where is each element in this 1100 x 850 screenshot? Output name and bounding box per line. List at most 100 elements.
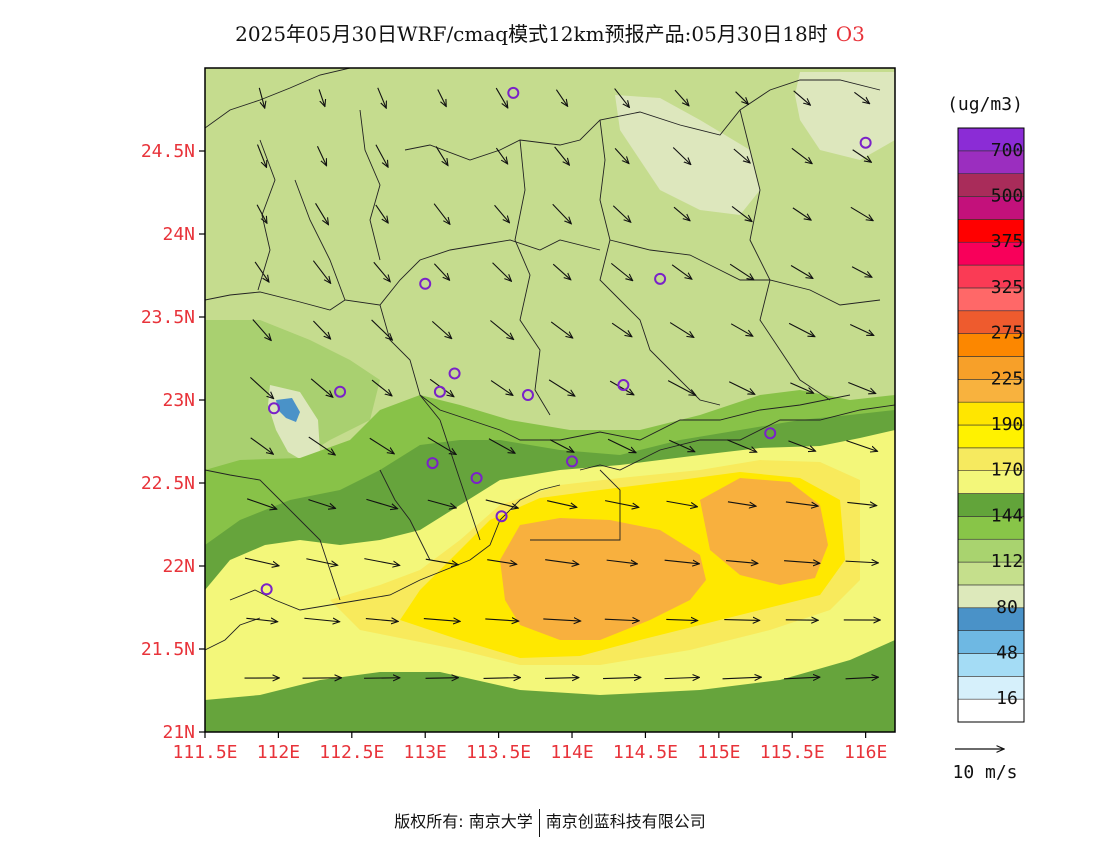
copyright-text: 版权所有: 南京大学 [394,812,533,831]
wind-arrow [490,320,513,340]
wind-arrow [611,322,632,337]
wind-arrow [437,89,446,106]
wind-arrow [483,678,521,679]
station-marker [764,427,777,440]
wind-arrow [731,206,752,221]
colorbar-swatches [957,127,1025,723]
wind-arrow [854,91,869,103]
lon-tick-label: 112E [257,742,300,763]
wind-arrow [673,206,690,221]
wind-arrow [614,88,630,108]
wind-arrow [427,437,456,455]
wind-arrow [610,262,632,280]
wind-arrow [672,147,691,164]
wind-arrow [435,146,448,165]
monitoring-stations [260,86,872,596]
wind-arrow [246,618,277,621]
admin-boundaries [205,68,895,651]
wind-arrow [308,436,335,455]
wind-arrow [543,619,580,621]
wind-arrow [250,376,273,398]
lat-tick-label: 23N [162,390,195,411]
title-text: 2025年05月30日WRF/cmaq模式12km预报产品:05月30日18时 [235,22,828,46]
station-marker [426,457,439,470]
wind-arrow [669,439,695,451]
wind-arrow [612,205,630,222]
colorbar-unit: (ug/m3) [947,94,1023,115]
wind-arrow [674,89,689,106]
wind-arrow [666,619,697,620]
lat-tick-label: 24.5N [141,141,195,162]
colorbar-label: 48 [996,642,1018,663]
wind-arrow [790,265,813,279]
wind-arrow [258,87,264,108]
wind-arrow [722,677,762,679]
wind-arrow [606,560,638,564]
wind-arrow [365,619,398,622]
wind-arrow [730,323,753,336]
wind-arrow [850,206,873,220]
wind-arrow [315,203,329,224]
wind-arrow [256,204,267,224]
wind-arrow [545,678,579,679]
wind-arrow [488,438,515,454]
map-title: 2025年05月30日WRF/cmaq模式12km预报产品:05月30日18时 O… [0,18,1100,47]
lon-tick-label: 115E [697,742,740,763]
lon-tick-label: 114.5E [613,742,678,763]
wind-arrow [724,620,759,621]
station-marker [334,385,347,398]
wind-arrow [666,500,698,506]
wind-arrow [792,207,811,220]
colorbar-label: 325 [991,277,1024,298]
lat-tick-label: 22.5N [141,473,195,494]
wind-arrow [790,382,813,393]
colorbar-label: 225 [991,368,1024,389]
station-marker [507,86,520,99]
wind-arrow [487,559,517,565]
wind-arrow [485,619,518,621]
station-marker [268,402,280,415]
colorbar-label: 170 [991,460,1024,481]
longitude-axis: 111.5E 112E 112.5E 113E 113.5E 114E 114.5E 115E… [172,732,887,763]
wind-arrow [852,149,872,163]
colorbar-label: 112 [991,551,1024,572]
wind-arrow [793,90,811,105]
wind-arrow [726,561,758,564]
copyright-footer: 版权所有: 南京大学 南京创蓝科技有限公司 [0,808,1100,837]
wind-arrow [609,380,634,395]
station-marker [470,472,483,485]
wind-arrow [728,381,755,394]
contour-blue-patch [276,398,300,422]
station-marker [495,510,508,523]
wind-arrow [373,261,390,281]
wind-arrow [371,379,392,396]
lat-tick-label: 24N [162,224,195,245]
company-text: 南京创蓝科技有限公司 [545,812,706,831]
wind-arrow [735,91,749,105]
wind-arrow [494,204,510,222]
wind-arrow [845,561,879,563]
wind-arrow [433,263,449,280]
wind-arrow [849,324,874,336]
wind-arrow [784,677,820,679]
wind-arrow [785,501,818,506]
wind-arrow [847,502,876,505]
wind-arrow [733,148,750,163]
wind-arrow [549,439,574,452]
wind-arrow [371,319,393,340]
colorbar-labels: 16 48 80 112 144 170 190 225 275 325 375 500 700 [991,140,1024,709]
colorbar-label: 80 [996,597,1018,618]
station-marker [859,136,872,149]
wind-legend: 10 m/s [952,749,1018,783]
wind-arrow [485,499,518,508]
colorbar-label: 144 [991,505,1024,526]
wind-arrow [788,322,815,336]
wind-arrow [848,381,875,393]
wind-arrow [784,561,820,564]
colorbar-label: 275 [991,323,1024,344]
wind-arrow [607,438,636,452]
wind-arrow [495,87,508,108]
wind-arrow [845,677,879,679]
wind-arrow [427,499,456,508]
